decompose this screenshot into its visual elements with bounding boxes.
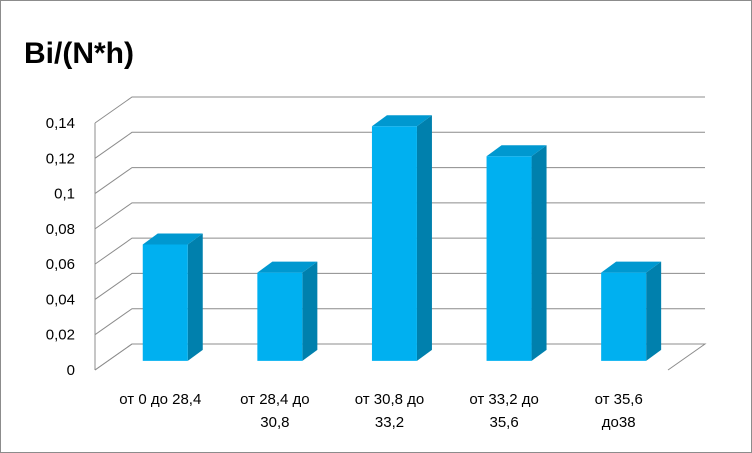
y-tick-label: 0 (67, 362, 75, 379)
y-tick-label: 0,02 (46, 327, 75, 344)
y-tick-label: 0,06 (46, 256, 75, 273)
chart-title: Bi/(N*h) (24, 37, 134, 70)
bar-side (302, 261, 318, 361)
bar-front (371, 126, 417, 361)
bar-top (142, 233, 203, 245)
bar-side (187, 233, 203, 361)
bar (371, 115, 432, 361)
y-tick-label: 0,14 (46, 115, 75, 132)
bar (601, 261, 662, 361)
x-tick-label: от 0 до 28,4 (119, 391, 201, 408)
x-tick-label: от 30,8 до 33,2 (355, 391, 425, 431)
bar (257, 261, 318, 361)
bar-top (486, 145, 547, 157)
bar-top (371, 115, 432, 127)
y-tick-label: 0,1 (54, 186, 75, 203)
bar-top (257, 261, 318, 273)
bar-side (531, 145, 547, 361)
bar-front (486, 156, 532, 361)
x-tick-label: от 33,2 до 35,6 (469, 391, 539, 431)
bar-front (601, 272, 647, 361)
bar (486, 145, 547, 361)
x-tick-label: от 35,6 до38 (595, 391, 643, 431)
y-tick-label: 0,04 (46, 291, 75, 308)
grid-line (94, 131, 705, 159)
grid-line (94, 96, 705, 124)
bar-front (257, 272, 303, 361)
bar (142, 233, 203, 361)
y-tick-label: 0,12 (46, 150, 75, 167)
bar-top (601, 261, 662, 273)
x-tick-label: от 28,4 до 30,8 (240, 391, 310, 431)
bar-front (142, 244, 188, 361)
bar-side (646, 261, 662, 361)
y-tick-label: 0,08 (46, 221, 75, 238)
bar-side (416, 115, 432, 361)
